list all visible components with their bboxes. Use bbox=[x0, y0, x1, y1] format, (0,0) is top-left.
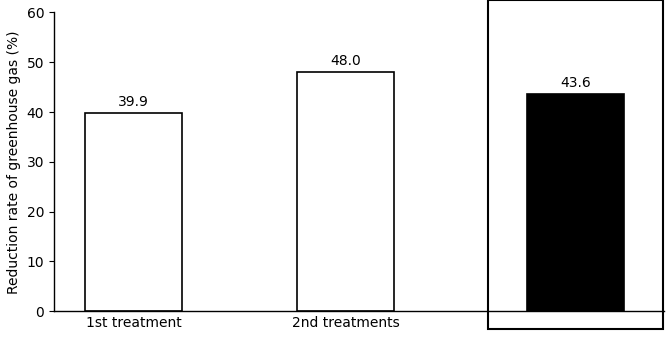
Text: 48.0: 48.0 bbox=[330, 54, 361, 68]
Y-axis label: Reduction rate of greenhouse gas (%): Reduction rate of greenhouse gas (%) bbox=[7, 30, 21, 294]
Text: 39.9: 39.9 bbox=[118, 95, 149, 109]
Bar bbox=[85, 113, 182, 311]
Bar bbox=[527, 94, 624, 311]
Bar bbox=[297, 72, 395, 311]
Bar bbox=[488, 0, 663, 329]
Text: 43.6: 43.6 bbox=[560, 76, 591, 90]
